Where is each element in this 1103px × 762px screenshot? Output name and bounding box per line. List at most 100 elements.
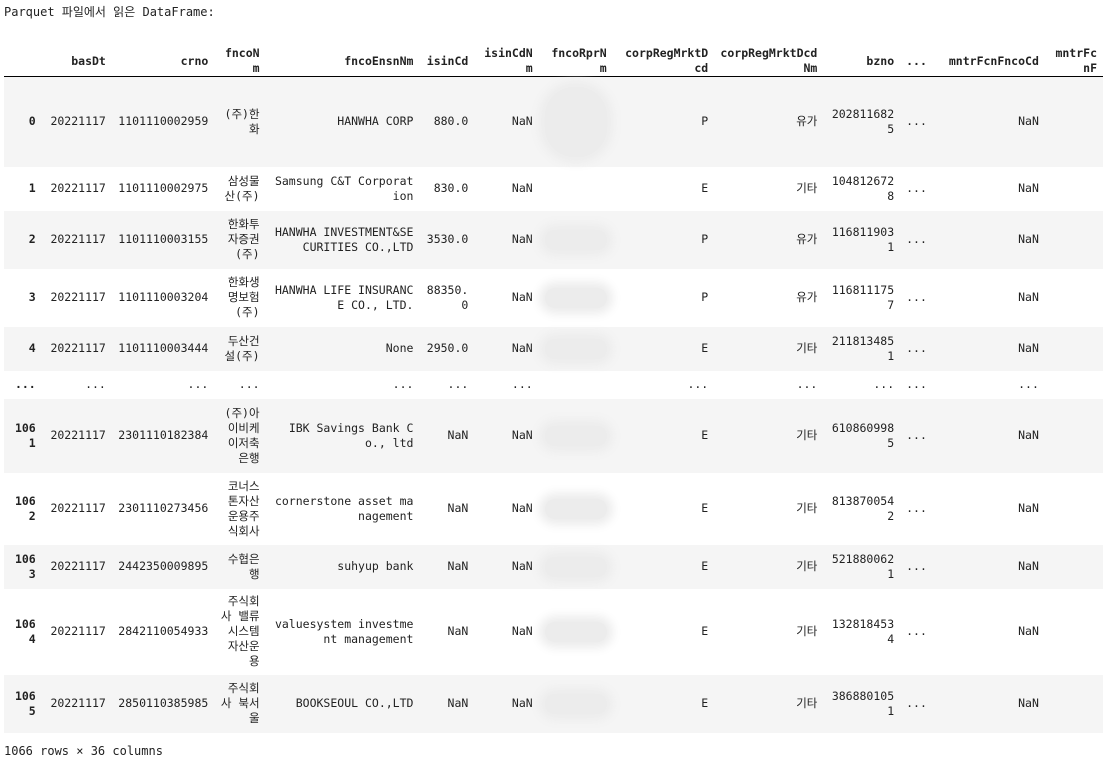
redacted-cell [539,371,613,399]
table-cell: 1048126728 [831,173,895,203]
table-cell: 기타 [796,696,818,710]
index-header [4,46,42,77]
table-cell [1045,675,1103,733]
table-cell: Samsung C&T Corporation [274,173,414,203]
redacted-cell [539,167,613,211]
table-cell [1045,269,1103,327]
table-cell: NaN [447,559,469,573]
table-cell: ... [1018,377,1039,391]
redacted-cell [539,589,613,675]
table-cell: ... [906,341,927,355]
table-cell: HANWHA INVESTMENT&SECURITIES CO.,LTD [274,224,414,254]
table-cell: 유가 [796,290,818,304]
table-cell: 한화생명보험(주) [227,275,260,319]
table-cell: 1101110003444 [118,341,209,355]
column-header: crno [111,46,215,77]
table-cell: NaN [511,696,533,710]
table-cell: NaN [511,624,533,638]
table-cell: 20221117 [50,181,106,195]
table-row: 1063 20221117 2442350009895 수협은행 suhyup bank… [4,544,1103,589]
table-cell: 20221117 [50,501,106,515]
table-cell: 주식회사 북서울 [220,681,260,725]
dataframe-table: basDt crno fncoNm fncoEnsnNm isinCd isinCdNm f… [4,46,1103,733]
table-cell: 2850110385985 [118,696,209,710]
row-index: 1061 [14,420,36,450]
redacted-cell [539,399,613,473]
table-cell: 8138700542 [831,493,895,523]
table-cell: 유가 [796,232,818,246]
table-cell: ... [906,428,927,442]
table-cell: ... [447,377,469,391]
table-cell: 20221117 [50,696,106,710]
redaction-blur [544,693,607,714]
table-cell: NaN [1018,501,1039,515]
table-cell: NaN [447,501,469,515]
table-row: 1 20221117 1101110002975 삼성물산(주) Samsung C&T… [4,166,1103,211]
column-header: mntrFcnF [1044,46,1103,77]
table-cell: 유가 [796,114,818,129]
table-row: 3 20221117 1101110003204 한화생명보험(주) HANWHA LI… [4,268,1103,327]
table-cell: ... [906,624,927,638]
table-cell: HANWHA LIFE INSURANCE CO., LTD. [274,282,414,312]
table-cell: E [701,341,709,355]
table-cell: IBK Savings Bank Co., ltd [288,420,414,450]
table-cell: NaN [511,341,533,355]
table-cell: ... [906,696,927,710]
row-index: 2 [28,232,36,246]
table-cell: 기타 [796,501,818,515]
table-cell: NaN [511,501,533,515]
table-cell: ... [85,377,106,391]
redaction-blur [544,229,607,250]
redacted-cell [539,545,613,589]
column-header: isinCdNm [474,46,539,77]
table-cell: 2301110273456 [118,501,209,515]
table-cell: P [701,114,709,129]
table-cell [1045,473,1103,545]
row-index: 1 [28,181,36,195]
table-cell: 2028116825 [831,106,895,136]
row-index: 4 [28,341,36,355]
table-cell: NaN [511,114,533,129]
table-cell: (주)아이비케이저축은행 [224,405,260,465]
dataframe-scroll-area[interactable]: basDt crno fncoNm fncoEnsnNm isinCd isinCdNm f… [4,46,1103,733]
redacted-cell [539,473,613,545]
table-cell: 20221117 [50,232,106,246]
table-cell: E [701,501,709,515]
table-cell: 기타 [796,181,818,195]
table-cell: NaN [511,290,533,304]
table-cell: NaN [447,696,469,710]
table-cell: NaN [447,428,469,442]
table-cell: 2118134851 [831,333,895,363]
redacted-cell [539,77,613,167]
redaction-blur [544,86,607,157]
table-cell: 830.0 [433,181,469,195]
column-header: fncoEnsnNm [265,46,420,77]
table-cell: 기타 [796,624,818,638]
row-index: 0 [28,114,36,129]
table-row: .................................... [4,370,1103,399]
table-cell: 기타 [796,559,818,573]
output-header: Parquet 파일에서 읽은 DataFrame: [4,5,215,19]
table-cell: 1101110003204 [118,290,209,304]
table-cell: 2442350009895 [118,559,209,573]
table-header: basDt crno fncoNm fncoEnsnNm isinCd isinCdNm f… [4,46,1103,77]
table-cell: ... [687,377,709,391]
table-cell: HANWHA CORP [337,114,414,129]
table-cell [1045,371,1103,399]
row-index: 3 [28,290,36,304]
column-header: fncoRprNm [538,46,613,77]
table-cell: 1101110002975 [118,181,209,195]
table-cell: 수협은행 [227,551,260,581]
table-cell: ... [906,377,927,391]
table-row: 1062 20221117 2301110273456 코너스톤자산운용주식회사 cor… [4,472,1103,545]
table-cell: 두산건설(주) [224,333,260,363]
table-cell: P [701,290,709,304]
column-header: mntrFcnFncoCd [932,46,1045,77]
table-cell: NaN [1018,624,1039,638]
table-cell: E [701,696,709,710]
table-row: 4 20221117 1101110003444 두산건설(주) None 2950.0 N… [4,326,1103,371]
row-index: ... [14,377,36,391]
table-cell: NaN [1018,290,1039,304]
table-cell: valuesystem investment management [274,616,414,646]
table-row: 1061 20221117 2301110182384 (주)아이비케이저축은행 IBK… [4,398,1103,473]
